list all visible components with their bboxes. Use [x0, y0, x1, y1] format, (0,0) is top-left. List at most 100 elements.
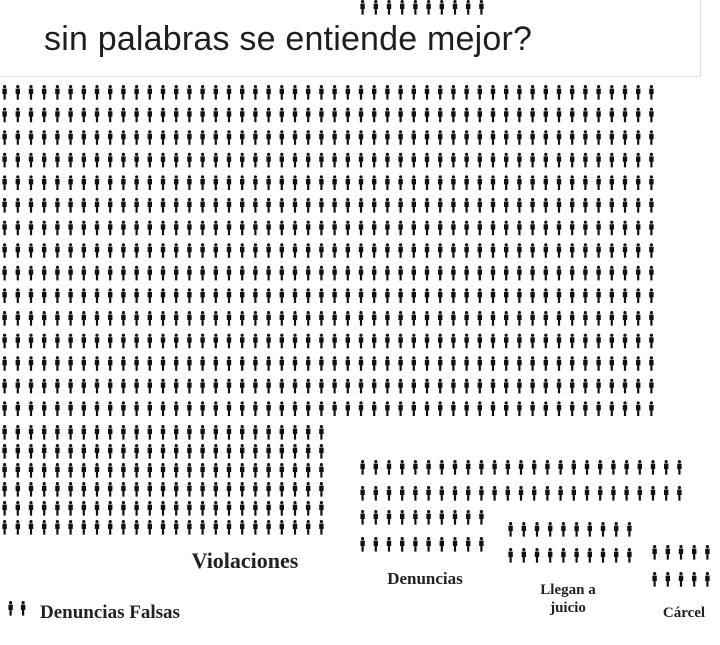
violaciones-person-icon [28, 501, 34, 516]
violaciones-person-icon [411, 107, 416, 123]
violaciones-person-icon [240, 220, 245, 236]
violaciones-person-icon [464, 198, 469, 213]
violaciones-person-icon [424, 288, 430, 303]
violaciones-person-icon [108, 152, 113, 168]
violaciones-person-icon [345, 401, 350, 416]
violaciones-person-icon [543, 130, 548, 145]
violaciones-person-icon [2, 243, 7, 258]
violaciones-person-icon [556, 198, 562, 213]
juicio-person-icon [508, 522, 513, 537]
violaciones-person-icon [134, 501, 139, 516]
violaciones-person-icon [81, 401, 86, 416]
violaciones-person-icon [108, 356, 113, 371]
violaciones-person-icon [94, 463, 100, 478]
violaciones-person-icon [200, 311, 205, 326]
violaciones-person-icon [292, 220, 298, 236]
violaciones-person-icon [55, 311, 60, 326]
violaciones-person-icon [200, 501, 205, 516]
violaciones-person-icon [279, 175, 284, 190]
violaciones-person-icon [358, 220, 364, 236]
violaciones-person-icon [213, 220, 218, 236]
violaciones-person-icon [358, 333, 364, 349]
violaciones-person-icon [42, 444, 47, 459]
violaciones-person-icon [292, 85, 298, 100]
violaciones-person-icon [187, 425, 192, 440]
juicio-person-icon [521, 522, 526, 537]
violaciones-person-icon [490, 243, 496, 258]
violaciones-person-icon [279, 198, 284, 213]
violaciones-person-icon [68, 220, 73, 236]
violaciones-person-icon [438, 220, 443, 236]
violaciones-person-icon [174, 220, 179, 236]
violaciones-person-icon [504, 130, 509, 145]
carcel-person-icon [678, 545, 684, 560]
violaciones-person-icon [438, 288, 443, 303]
violaciones-person-icon [477, 130, 482, 145]
violaciones-person-icon [556, 265, 562, 281]
carcel-person-icon [705, 545, 710, 560]
juicio-person-icon [600, 522, 606, 537]
denuncias-person-icon [571, 460, 576, 475]
violaciones-person-icon [187, 152, 192, 168]
denuncias-person-icon [650, 460, 656, 475]
violaciones-person-icon [15, 198, 20, 213]
violaciones-person-icon [292, 463, 298, 478]
violaciones-person-icon [583, 152, 588, 168]
violaciones-person-icon [68, 198, 73, 213]
denuncias-person-icon [452, 0, 458, 15]
violaciones-person-icon [160, 482, 166, 497]
violaciones-person-icon [240, 425, 245, 440]
violaciones-person-icon [622, 107, 628, 123]
violaciones-person-icon [596, 265, 601, 281]
violaciones-person-icon [213, 378, 218, 394]
violaciones-person-icon [187, 482, 192, 497]
denuncias-person-icon [373, 486, 378, 501]
denuncias-person-icon [518, 460, 524, 475]
violaciones-person-icon [160, 463, 166, 478]
violaciones-person-icon [134, 425, 139, 440]
falsas-icons [8, 601, 26, 616]
violaciones-person-icon [398, 356, 403, 371]
violaciones-person-icon [530, 243, 535, 258]
violaciones-person-icon [411, 401, 416, 416]
violaciones-person-icon [28, 220, 34, 236]
violaciones-person-icon [253, 288, 258, 303]
violaciones-person-icon [2, 175, 7, 190]
denuncias-person-icon [584, 486, 590, 501]
violaciones-person-icon [81, 333, 86, 349]
violaciones-person-icon [596, 107, 601, 123]
violaciones-person-icon [174, 152, 179, 168]
violaciones-person-icon [636, 175, 641, 190]
violaciones-person-icon [636, 220, 641, 236]
violaciones-person-icon [55, 107, 60, 123]
violaciones-person-icon [187, 107, 192, 123]
violaciones-person-icon [200, 175, 205, 190]
violaciones-person-icon [42, 198, 47, 213]
violaciones-person-icon [517, 220, 522, 236]
violaciones-person-icon [240, 444, 245, 459]
violaciones-person-icon [583, 243, 588, 258]
violaciones-person-icon [266, 85, 271, 100]
violaciones-person-icon [306, 501, 311, 516]
violaciones-person-icon [121, 425, 126, 440]
violaciones-person-icon [636, 243, 641, 258]
violaciones-person-icon [121, 356, 126, 371]
violaciones-person-icon [55, 425, 60, 440]
violaciones-person-icon [94, 311, 100, 326]
violaciones-person-icon [200, 378, 205, 394]
violaciones-person-icon [94, 265, 100, 281]
juicio-person-icon [587, 522, 592, 537]
violaciones-person-icon [332, 107, 337, 123]
violaciones-person-icon [108, 333, 113, 349]
violaciones-person-icon [213, 107, 218, 123]
violaciones-person-icon [372, 130, 377, 145]
violaciones-person-icon [292, 130, 298, 145]
violaciones-person-icon [306, 482, 311, 497]
violaciones-person-icon [266, 175, 271, 190]
violaciones-person-icon [292, 378, 298, 394]
violaciones-person-icon [174, 243, 179, 258]
violaciones-person-icon [319, 85, 324, 100]
violaciones-person-icon [424, 107, 430, 123]
denuncias-person-icon [400, 537, 405, 552]
violaciones-person-icon [147, 401, 152, 416]
